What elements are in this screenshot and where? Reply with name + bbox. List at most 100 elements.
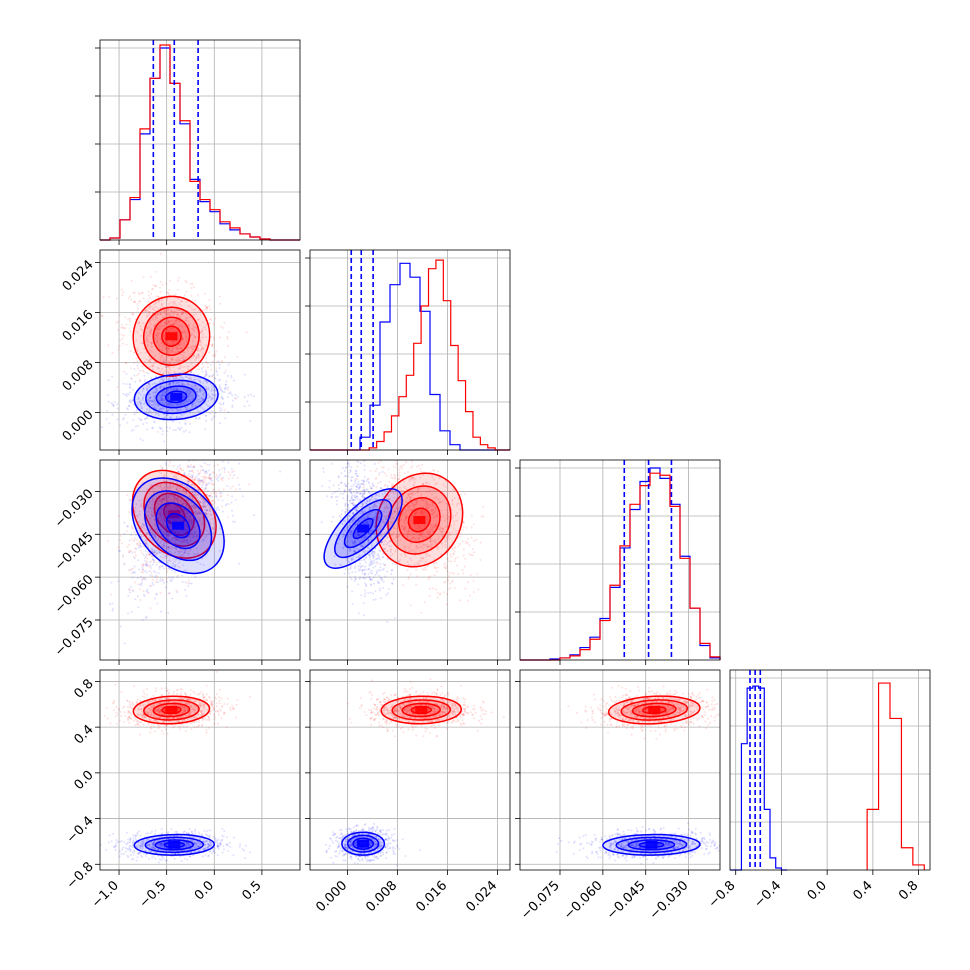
scatter-point: [196, 516, 199, 519]
scatter-point: [155, 301, 158, 304]
scatter-point: [180, 512, 183, 515]
scatter-point: [149, 384, 152, 387]
scatter-point: [185, 516, 188, 519]
scatter-point: [151, 383, 154, 386]
scatter-point: [189, 282, 192, 285]
panel-3-3: −0.8 −0.4 0.0 0.4 0.8: [706, 669, 931, 911]
scatter-point: [162, 544, 165, 547]
scatter-point: [180, 529, 183, 532]
scatter-point: [135, 547, 138, 550]
scatter-point: [175, 488, 178, 491]
scatter-point: [155, 270, 158, 273]
scatter-point: [146, 388, 149, 391]
scatter-point: [144, 569, 147, 572]
scatter-point: [185, 503, 188, 506]
scatter-point: [191, 398, 194, 401]
scatter-point: [147, 340, 150, 343]
scatter-point: [151, 581, 154, 584]
scatter-point: [183, 548, 186, 551]
scatter-point: [190, 538, 193, 541]
scatter-point: [126, 408, 129, 411]
scatter-point: [444, 562, 447, 565]
scatter-point: [144, 542, 147, 545]
scatter-point: [456, 556, 459, 559]
scatter-point: [222, 402, 225, 405]
scatter-point: [138, 510, 141, 513]
scatter-point: [454, 557, 457, 560]
scatter-point: [190, 522, 193, 525]
scatter-point: [174, 293, 177, 296]
scatter-point: [206, 493, 209, 496]
scatter-point: [178, 334, 181, 337]
scatter-point: [187, 519, 190, 522]
scatter-point: [223, 468, 226, 471]
scatter-point: [145, 331, 148, 334]
scatter-point: [144, 351, 147, 354]
scatter-point: [187, 582, 190, 585]
scatter-point: [185, 504, 188, 507]
scatter-point: [184, 581, 187, 584]
scatter-point: [189, 517, 192, 520]
scatter-point: [379, 566, 382, 569]
scatter-point: [165, 534, 168, 537]
scatter-point: [216, 506, 219, 509]
scatter-point: [150, 404, 153, 407]
scatter-point: [171, 347, 174, 350]
scatter-point: [97, 516, 99, 518]
scatter-point: [189, 464, 192, 467]
scatter-point: [133, 565, 136, 568]
scatter-point: [181, 490, 184, 493]
scatter-point: [182, 383, 185, 386]
scatter-point: [119, 549, 122, 552]
scatter-point: [167, 302, 170, 305]
scatter-point: [137, 398, 140, 401]
scatter-point: [155, 407, 158, 410]
scatter-point: [176, 388, 179, 391]
scatter-point: [169, 384, 172, 387]
scatter-point: [386, 570, 389, 573]
scatter-point: [164, 495, 167, 498]
scatter-point: [148, 565, 151, 568]
scatter-point: [227, 471, 230, 474]
scatter-point: [200, 348, 203, 351]
scatter-point: [198, 482, 201, 485]
scatter-point: [148, 397, 151, 400]
scatter-point: [188, 454, 190, 456]
scatter-point: [141, 369, 144, 372]
scatter-point: [219, 336, 222, 339]
scatter-point: [137, 606, 140, 609]
scatter-point: [163, 309, 166, 312]
scatter-point: [444, 580, 447, 583]
scatter-point: [444, 543, 447, 546]
scatter-point: [449, 553, 452, 556]
scatter-point: [403, 472, 406, 475]
scatter-point: [150, 345, 153, 348]
scatter-point: [123, 327, 126, 330]
scatter-point: [208, 474, 211, 477]
scatter-point: [164, 391, 167, 394]
scatter-point: [152, 365, 155, 368]
scatter-point: [190, 404, 193, 407]
scatter-point: [407, 530, 410, 533]
scatter-point: [155, 389, 158, 392]
scatter-point: [377, 461, 380, 464]
scatter-point: [138, 545, 141, 548]
scatter-point: [189, 316, 192, 319]
scatter-point: [160, 310, 163, 313]
scatter-point: [159, 407, 162, 410]
scatter-point: [184, 423, 187, 426]
scatter-point: [192, 465, 195, 468]
scatter-point: [194, 507, 197, 510]
y-tick-label: −0.075: [52, 615, 97, 660]
scatter-point: [189, 540, 192, 543]
scatter-point: [206, 483, 209, 486]
scatter-point: [129, 550, 132, 553]
scatter-point: [194, 402, 197, 405]
scatter-point: [179, 347, 182, 350]
scatter-point: [174, 496, 177, 499]
scatter-point: [146, 514, 149, 517]
scatter-point: [130, 400, 133, 403]
scatter-point: [206, 452, 208, 454]
scatter-point: [210, 389, 213, 392]
scatter-point: [189, 466, 192, 469]
